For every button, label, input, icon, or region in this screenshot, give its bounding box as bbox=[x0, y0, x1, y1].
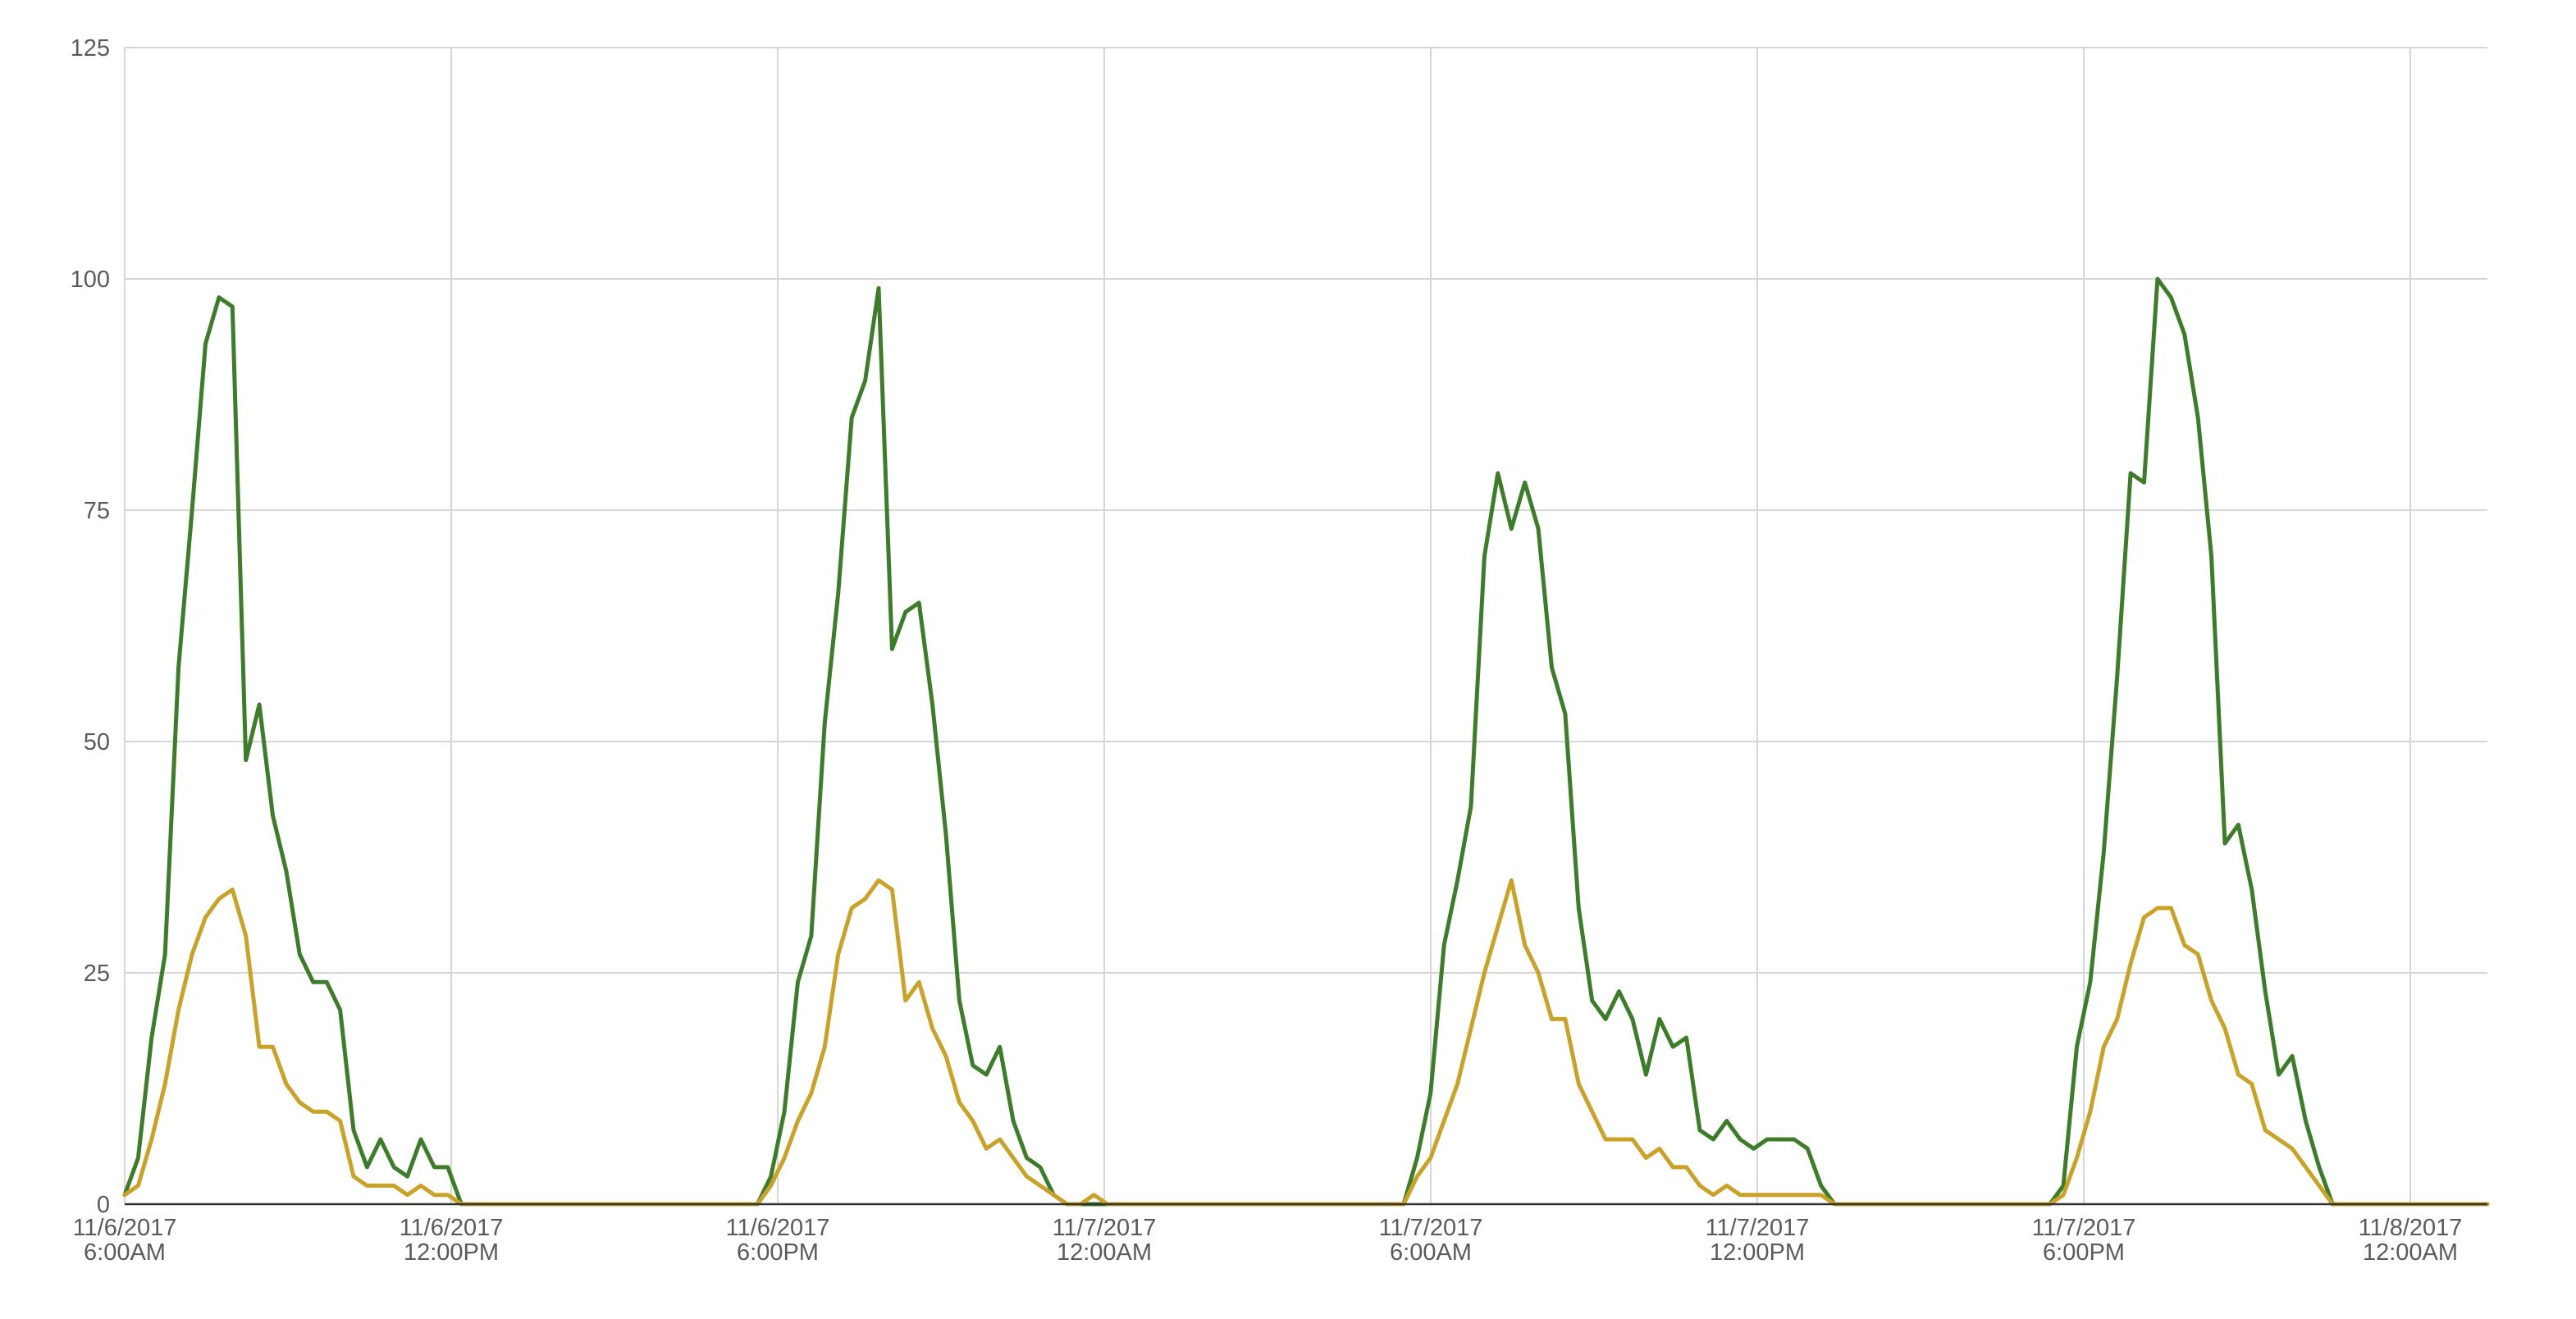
x-tick-date: 11/6/2017 bbox=[726, 1215, 830, 1241]
x-tick-time: 6:00AM bbox=[1390, 1239, 1472, 1266]
x-tick-time: 6:00PM bbox=[2043, 1239, 2125, 1266]
x-tick-time: 12:00PM bbox=[404, 1239, 499, 1266]
x-tick-date: 11/6/2017 bbox=[73, 1215, 177, 1241]
y-tick-label: 125 bbox=[71, 35, 110, 62]
y-tick-label: 25 bbox=[84, 961, 110, 987]
x-tick-time: 6:00PM bbox=[737, 1239, 819, 1266]
chart-grid bbox=[124, 47, 2487, 1204]
series-line-2 bbox=[122, 878, 2490, 1207]
x-tick-time: 12:00AM bbox=[1057, 1239, 1152, 1266]
x-tick-time: 12:00PM bbox=[1710, 1239, 1805, 1266]
x-tick-date: 11/8/2017 bbox=[2359, 1215, 2463, 1241]
y-tick-label: 0 bbox=[97, 1192, 110, 1218]
x-tick-date: 11/7/2017 bbox=[2032, 1215, 2136, 1241]
x-tick-date: 11/7/2017 bbox=[1706, 1215, 1810, 1241]
x-tick-time: 6:00AM bbox=[84, 1239, 166, 1266]
x-tick-date: 11/6/2017 bbox=[400, 1215, 504, 1241]
chart-axes: 025507510012511/6/20176:00AM11/6/201712:… bbox=[71, 35, 2487, 1266]
x-tick-time: 12:00AM bbox=[2363, 1239, 2458, 1266]
x-tick-date: 11/7/2017 bbox=[1053, 1215, 1157, 1241]
y-tick-label: 75 bbox=[84, 498, 110, 524]
x-tick-date: 11/7/2017 bbox=[1379, 1215, 1483, 1241]
y-tick-label: 50 bbox=[84, 729, 110, 755]
y-tick-label: 100 bbox=[71, 267, 110, 293]
series-line-1 bbox=[122, 276, 2490, 1207]
chart-series bbox=[122, 276, 2490, 1207]
